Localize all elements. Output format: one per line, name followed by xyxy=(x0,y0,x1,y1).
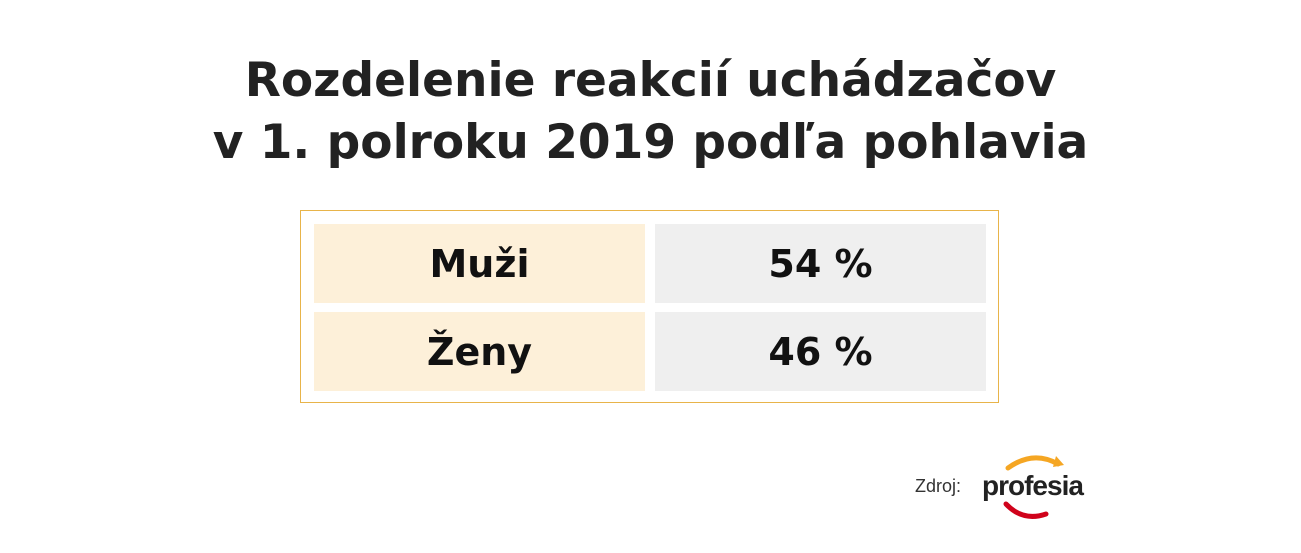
logo-arcs-icon xyxy=(1003,455,1064,519)
row-value-cell: 54 % xyxy=(655,224,986,303)
chart-title-line-2: v 1. polroku 2019 podľa pohlavia xyxy=(212,115,1089,170)
table-row-women: Ženy 46 % xyxy=(314,312,986,391)
logo-wordmark: profesia xyxy=(982,470,1084,501)
row-value-cell: 46 % xyxy=(655,312,986,391)
chart-title-line-1: Rozdelenie reakcií uchádzačov xyxy=(244,53,1057,108)
profesia-logo: profesia xyxy=(978,452,1088,524)
table-row-men: Muži 54 % xyxy=(314,224,986,303)
chart-title: Rozdelenie reakcií uchádzačov v 1. polro… xyxy=(0,50,1301,174)
row-label-cell: Ženy xyxy=(314,312,645,391)
row-label-cell: Muži xyxy=(314,224,645,303)
data-table: Muži 54 % Ženy 46 % xyxy=(300,210,999,403)
source-label: Zdroj: xyxy=(915,476,962,496)
